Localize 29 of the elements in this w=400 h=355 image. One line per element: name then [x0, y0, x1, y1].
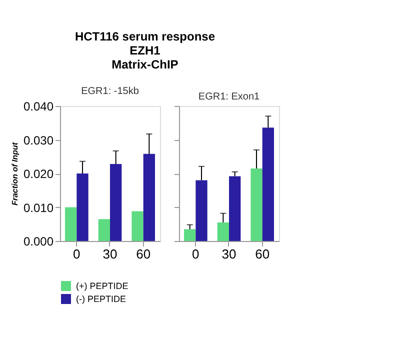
- y-tick-label: 0.000: [23, 234, 54, 248]
- bar: [217, 222, 229, 241]
- x-tick-label: 30: [102, 246, 118, 262]
- bar: [250, 168, 262, 241]
- legend-label: (+) PEPTIDE: [76, 281, 128, 291]
- bar: [262, 128, 274, 241]
- legend-label: (-) PEPTIDE: [76, 294, 126, 304]
- chart-title: HCT116 serum response EZH1 Matrix-ChIP: [74, 30, 216, 72]
- y-tick-label: 0.020: [23, 167, 54, 181]
- y-tick-label: 0.030: [23, 133, 54, 148]
- bar: [98, 219, 110, 241]
- x-tick-label: 30: [222, 246, 236, 262]
- x-tick-label: 60: [255, 246, 270, 262]
- chart-subtitle: EGR1: Exon1: [198, 92, 260, 102]
- x-tick-label: 0: [73, 246, 80, 262]
- bar: [132, 211, 144, 241]
- bar: [76, 174, 88, 241]
- bar: [229, 176, 241, 241]
- bar: [143, 154, 155, 241]
- y-axis-title: Fraction of Input: [10, 142, 20, 206]
- x-tick-label: 60: [136, 246, 151, 262]
- x-tick-label: 0: [192, 246, 200, 262]
- bar: [65, 207, 77, 241]
- y-tick-label: 0.010: [23, 200, 54, 215]
- y-tick-label: 0.040: [23, 100, 54, 114]
- chart-subtitle: EGR1: -15kb: [81, 86, 140, 97]
- bar: [196, 180, 208, 241]
- bar: [184, 229, 196, 241]
- bar: [110, 164, 122, 241]
